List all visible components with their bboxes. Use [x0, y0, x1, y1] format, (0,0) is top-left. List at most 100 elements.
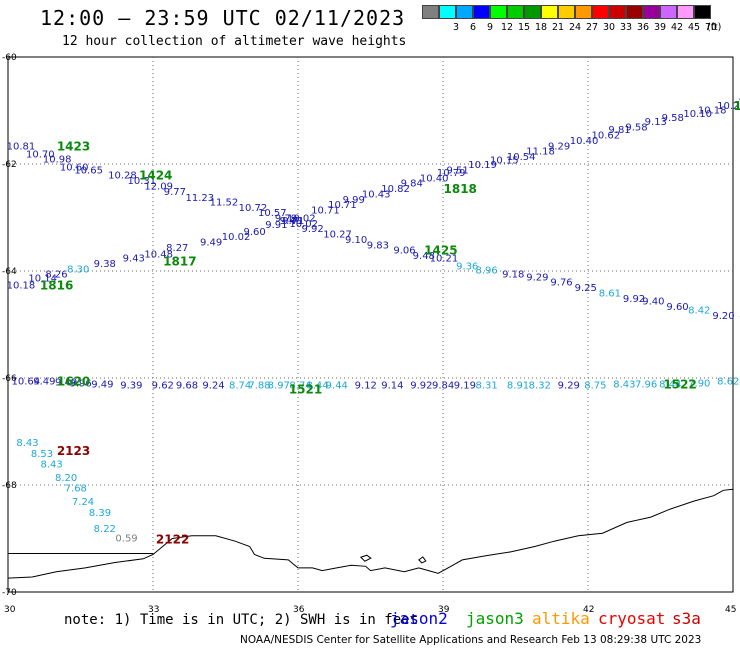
swh-value-label: 9.96 [70, 378, 92, 389]
swh-value-label: 9.92 [623, 294, 645, 305]
swh-value-label: 10.21 [430, 254, 459, 265]
legend-swatch [694, 5, 711, 19]
legend-label: 18 [535, 22, 548, 33]
swh-value-label: 0.59 [115, 533, 137, 544]
swh-value-label: 7.68 [65, 484, 87, 495]
legend-swatch [473, 5, 490, 19]
swh-value-label: 9.20 [712, 311, 734, 322]
swh-value-label: 10.98 [43, 155, 72, 166]
swh-value-label: 8.30 [67, 264, 89, 275]
legend-label: 27 [586, 22, 599, 33]
swh-value-label: 10.71 [311, 205, 340, 216]
swh-value-label: 10.57 [258, 208, 287, 219]
swh-value-label: 10.65 [74, 165, 103, 176]
swh-value-label: 10.18 [698, 105, 727, 116]
swh-value-label: 9.60 [666, 302, 688, 313]
lat-tick-label: -68 [2, 481, 17, 491]
swh-value-label: 7.24 [72, 497, 94, 508]
swh-value-label: 9.83 [367, 240, 389, 251]
swh-value-label: 9.12 [355, 380, 377, 391]
legend-swatch [575, 5, 592, 19]
legend-label: 15 [518, 22, 531, 33]
swh-value-label: 9.49 [55, 378, 77, 389]
swh-value-label: 7.92 [739, 315, 740, 326]
swh-value-label: 10.82 [381, 184, 410, 195]
lon-tick-label: 45 [725, 605, 736, 615]
lat-tick-label: -70 [2, 588, 17, 598]
swh-value-label: 8.97 [268, 380, 290, 391]
legend-swatch [592, 5, 609, 19]
swh-value-label: 9.84 [401, 179, 423, 190]
swh-value-label: 10.64 [12, 377, 41, 388]
swh-value-label: 9.77 [164, 187, 186, 198]
legend-swatch [558, 5, 575, 19]
swh-value-label: 9.92 [410, 380, 432, 391]
swh-value-label: 8.22 [94, 524, 116, 535]
swh-value-label: 10.02 [287, 214, 316, 225]
swh-value-label: 9.62 [152, 380, 174, 391]
swh-value-label: 8.53 [31, 449, 53, 460]
swh-value-label: 9.44 [326, 380, 348, 391]
legend-label: 36 [637, 22, 650, 33]
antarctic-coastline [7, 488, 734, 579]
lat-tick-label: -66 [2, 374, 17, 384]
swh-value-label: 10.40 [570, 136, 599, 147]
swh-value-label: 9.92 [302, 224, 324, 235]
swh-value-label: 9.19 [454, 380, 476, 391]
swh-value-label: 9.06 [393, 246, 415, 257]
swh-value-label: 9.81 [608, 125, 630, 136]
swh-value-label: 9.68 [176, 380, 198, 391]
swh-value-label: 10.28 [108, 171, 137, 182]
map-subtitle: 12 hour collection of altimeter wave hei… [62, 34, 407, 49]
swh-value-label: 8.42 [688, 306, 710, 317]
swh-value-label: 8.75 [584, 380, 606, 391]
swh-value-label: 9.71 [282, 216, 304, 227]
legend-swatch [456, 5, 473, 19]
swh-value-label: 9.84 [432, 380, 454, 391]
island-outline [359, 554, 372, 562]
swh-value-label: 10.19 [468, 160, 497, 171]
swh-value-label: 8.91 [507, 380, 529, 391]
swh-value-label: 11.52 [210, 197, 239, 208]
swh-value-label: 10.10 [683, 109, 712, 120]
swh-value-label: 10.81 [7, 141, 36, 152]
swh-value-label: 10.02 [289, 219, 318, 230]
swh-value-label: 9.40 [642, 296, 664, 307]
pass-time-label: 1522 [663, 377, 696, 391]
swh-value-label: 8.39 [89, 508, 111, 519]
lon-tick-label: 42 [583, 605, 594, 615]
legend-swatch [541, 5, 558, 19]
pass-time-label: 1620 [57, 375, 90, 389]
swh-value-label: 10.23 [717, 101, 740, 112]
swh-value-label: 8.31 [476, 380, 498, 391]
legend-label: 42 [671, 22, 684, 33]
legend-swatch [507, 5, 524, 19]
swh-value-label: 9.39 [120, 380, 142, 391]
swh-value-label: 10.48 [144, 249, 173, 260]
pass-time-label: 1425 [424, 244, 457, 258]
swh-value-label: 8.43 [41, 460, 63, 471]
swh-value-label: 8.44 [659, 379, 681, 390]
swh-value-label: 10.18 [7, 280, 36, 291]
swh-value-label: 10.54 [507, 152, 536, 163]
satellite-cryosat: cryosat [598, 609, 666, 628]
lon-tick-label: 30 [4, 605, 16, 615]
swh-value-label: 8.74 [289, 380, 311, 391]
swh-value-label: 9.38 [94, 259, 116, 270]
swh-value-label: 9.13 [645, 117, 667, 128]
swh-value-label: 8.27 [166, 243, 188, 254]
swh-value-label: 10.40 [420, 173, 449, 184]
swh-value-label: 8.74 [229, 380, 251, 391]
legend-swatch [439, 5, 456, 19]
legend-swatch [422, 5, 439, 19]
legend-swatch [626, 5, 643, 19]
legend-label: 21 [552, 22, 565, 33]
legend-label: 9 [487, 22, 494, 33]
map-frame [7, 56, 734, 593]
swh-value-label: 7.88 [248, 380, 270, 391]
swh-value-label: 9.24 [202, 380, 224, 391]
swh-value-label: 9.58 [662, 113, 684, 124]
legend-label: 30 [603, 22, 616, 33]
swh-value-label: 9.15 [739, 96, 740, 107]
